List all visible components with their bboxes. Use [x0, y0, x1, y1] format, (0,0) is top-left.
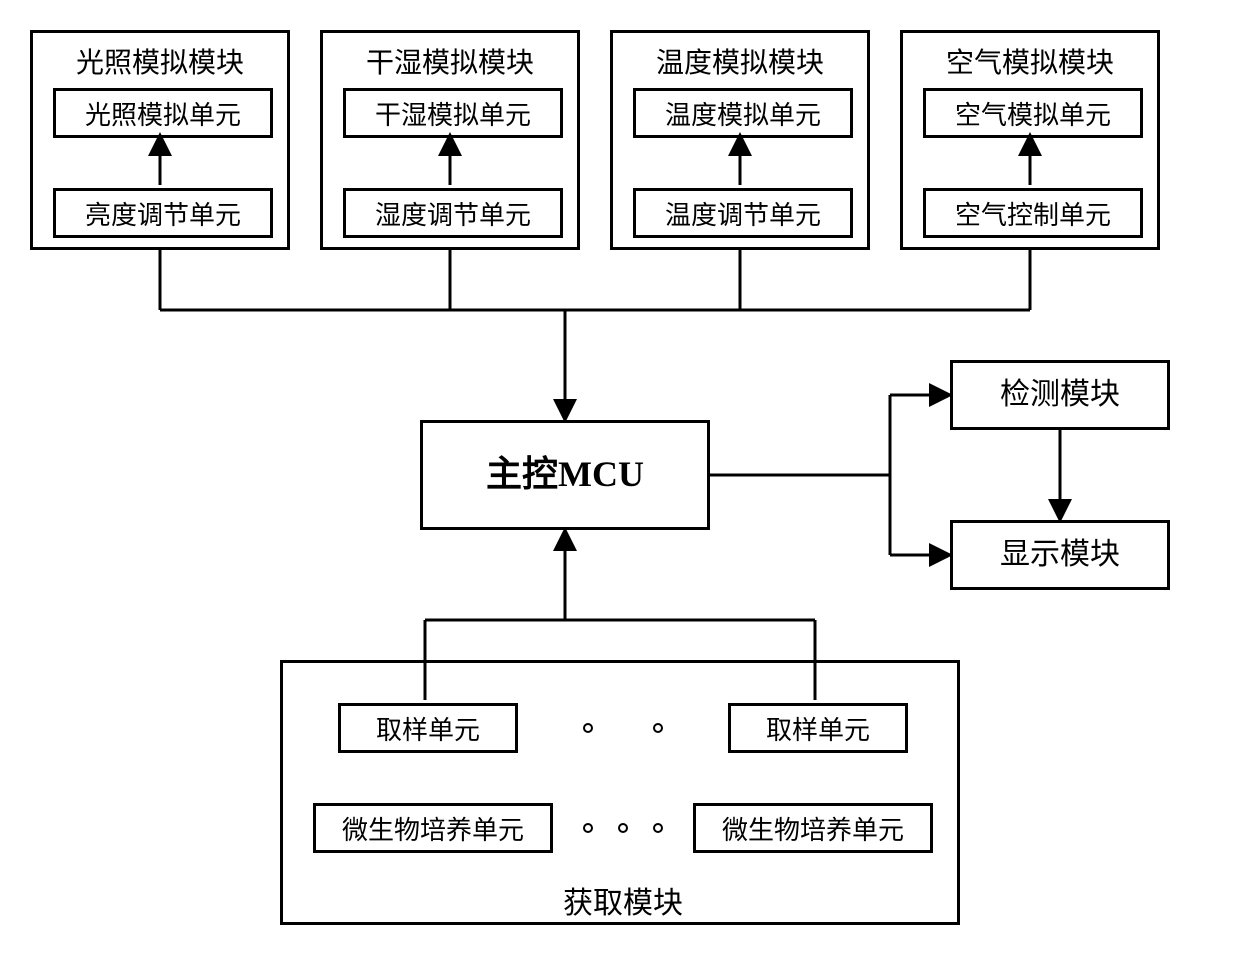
culture-unit-1: 微生物培养单元 — [313, 803, 553, 853]
acquire-module-title: 获取模块 — [283, 878, 963, 922]
temperature-module: 温度模拟模块 温度模拟单元 温度调节单元 — [610, 30, 870, 250]
sample-unit-1: 取样单元 — [338, 703, 518, 753]
culture-unit-2: 微生物培养单元 — [693, 803, 933, 853]
light-adjust-unit: 亮度调节单元 — [53, 188, 273, 238]
humidity-adjust-unit: 湿度调节单元 — [343, 188, 563, 238]
temperature-module-title: 温度模拟模块 — [613, 41, 867, 81]
mcu-box: 主控MCU — [420, 420, 710, 530]
light-module-title: 光照模拟模块 — [33, 41, 287, 81]
light-module: 光照模拟模块 光照模拟单元 亮度调节单元 — [30, 30, 290, 250]
temperature-adjust-unit: 温度调节单元 — [633, 188, 853, 238]
ellipsis-dot — [653, 723, 663, 733]
display-box: 显示模块 — [950, 520, 1170, 590]
light-sim-unit: 光照模拟单元 — [53, 88, 273, 138]
humidity-sim-unit: 干湿模拟单元 — [343, 88, 563, 138]
ellipsis-dot — [653, 823, 663, 833]
humidity-module-title: 干湿模拟模块 — [323, 41, 577, 81]
air-control-unit: 空气控制单元 — [923, 188, 1143, 238]
ellipsis-dot — [583, 723, 593, 733]
acquire-module: 取样单元 取样单元 微生物培养单元 微生物培养单元 获取模块 — [280, 660, 960, 925]
air-module-title: 空气模拟模块 — [903, 41, 1157, 81]
sample-unit-2: 取样单元 — [728, 703, 908, 753]
ellipsis-dot — [618, 823, 628, 833]
humidity-module: 干湿模拟模块 干湿模拟单元 湿度调节单元 — [320, 30, 580, 250]
detect-box: 检测模块 — [950, 360, 1170, 430]
air-module: 空气模拟模块 空气模拟单元 空气控制单元 — [900, 30, 1160, 250]
air-sim-unit: 空气模拟单元 — [923, 88, 1143, 138]
temperature-sim-unit: 温度模拟单元 — [633, 88, 853, 138]
ellipsis-dot — [583, 823, 593, 833]
